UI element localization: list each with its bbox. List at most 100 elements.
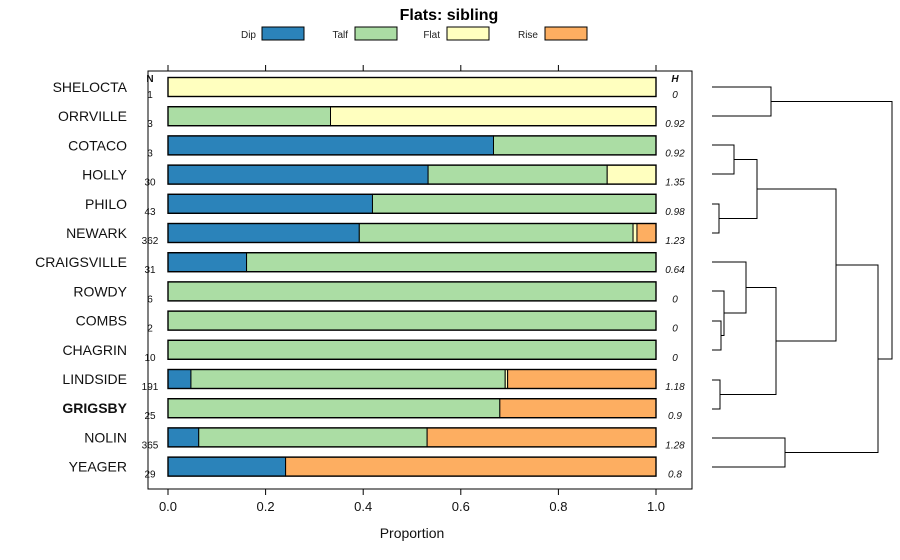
bar-segment-talf bbox=[198, 427, 428, 448]
h-value: 0 bbox=[672, 353, 678, 364]
dendrogram-branch bbox=[712, 320, 722, 351]
bar-segment-dip bbox=[167, 456, 287, 477]
row-label: LINDSIDE bbox=[62, 371, 127, 387]
n-value: 31 bbox=[144, 265, 156, 276]
dendrogram-branch bbox=[712, 290, 725, 336]
dendrogram-branch bbox=[712, 86, 772, 117]
h-value: 0.64 bbox=[665, 265, 685, 276]
n-value: 10 bbox=[144, 353, 156, 364]
legend-swatch-talf bbox=[354, 26, 398, 41]
bar-segment-talf bbox=[246, 252, 657, 273]
bar-segment-talf bbox=[492, 135, 657, 156]
dendrogram-branch bbox=[780, 101, 893, 360]
bar-outline bbox=[167, 193, 657, 215]
bar-outline bbox=[167, 105, 657, 127]
plot-frame bbox=[147, 70, 693, 490]
dendrogram-branch bbox=[712, 144, 735, 175]
x-axis-label: Proportion bbox=[380, 525, 445, 541]
bar-segment-talf bbox=[358, 223, 634, 243]
row-label: NEWARK bbox=[66, 225, 128, 241]
bar-segment-dip bbox=[167, 135, 494, 156]
bar-segment-talf bbox=[427, 164, 608, 185]
bar-segment-flat bbox=[632, 223, 638, 243]
dendrogram-branch bbox=[712, 261, 747, 314]
bar-segment-rise bbox=[499, 398, 657, 419]
legend-swatch-dip bbox=[261, 26, 305, 41]
bar-segment-dip bbox=[167, 193, 373, 214]
chart-title: Flats: sibling bbox=[400, 7, 499, 24]
n-value: 1 bbox=[147, 90, 153, 101]
bar-segment-rise bbox=[426, 427, 657, 448]
row-label: GRIGSBY bbox=[62, 400, 127, 416]
h-value: 0.8 bbox=[668, 470, 682, 481]
h-value: 0 bbox=[672, 294, 678, 305]
bar-segment-talf bbox=[190, 369, 506, 389]
bar-segment-talf bbox=[167, 398, 501, 419]
row-label: COMBS bbox=[76, 313, 127, 329]
bar-segment-talf bbox=[167, 339, 657, 360]
x-tick-label: 0.4 bbox=[354, 499, 372, 514]
bar-segment-talf bbox=[167, 310, 657, 331]
legend-label-rise: Rise bbox=[518, 30, 538, 41]
n-value: 6 bbox=[147, 294, 153, 305]
row-label: HOLLY bbox=[82, 167, 128, 183]
bar-segment-dip bbox=[167, 369, 192, 389]
legend-label-talf: Talf bbox=[332, 30, 348, 41]
bar-segment-flat bbox=[167, 77, 657, 97]
h-value: 1.28 bbox=[665, 440, 685, 451]
bar-segment-rise bbox=[285, 456, 657, 477]
x-tick-label: 0.2 bbox=[257, 499, 275, 514]
bars bbox=[167, 76, 657, 477]
h-value: 0 bbox=[672, 324, 678, 335]
row-label: NOLIN bbox=[84, 429, 127, 445]
x-tick-label: 0.0 bbox=[159, 499, 177, 514]
n-value: 30 bbox=[144, 178, 156, 189]
n-value: 362 bbox=[142, 236, 159, 247]
n-value: 43 bbox=[144, 207, 156, 218]
row-label: YEAGER bbox=[69, 459, 127, 475]
row-label: PHILO bbox=[85, 196, 127, 212]
bar-segment-rise bbox=[636, 223, 657, 243]
dendrogram-branch bbox=[785, 264, 879, 453]
row-label: COTACO bbox=[68, 137, 127, 153]
bar-outline bbox=[167, 398, 657, 419]
n-value: 3 bbox=[147, 119, 153, 130]
row-label: CHAGRIN bbox=[62, 342, 127, 358]
bar-outline bbox=[167, 135, 657, 156]
dendrogram-branch bbox=[720, 287, 777, 395]
legend: Dip Talf Flat Rise bbox=[241, 26, 588, 41]
row-label: ROWDY bbox=[73, 283, 127, 299]
dendrogram-branch bbox=[757, 188, 837, 342]
n-value: 191 bbox=[142, 382, 159, 393]
bar-outline bbox=[167, 310, 657, 331]
row-label: ORRVILLE bbox=[58, 108, 127, 124]
h-value: 0.9 bbox=[668, 411, 682, 422]
bar-outline bbox=[167, 456, 657, 477]
dendrogram-branch bbox=[719, 159, 758, 219]
h-value: 1.18 bbox=[665, 382, 685, 393]
bar-segment-talf bbox=[371, 193, 657, 214]
bar-segment-dip bbox=[167, 164, 429, 185]
h-header: H bbox=[671, 74, 679, 85]
legend-label-flat: Flat bbox=[423, 30, 440, 41]
h-value: 1.23 bbox=[665, 236, 685, 247]
bar-segment-dip bbox=[167, 252, 248, 273]
n-value: 2 bbox=[147, 324, 153, 335]
bar-outline bbox=[167, 164, 657, 185]
bar-outline bbox=[167, 251, 657, 273]
bar-outline bbox=[167, 76, 657, 98]
bar-outline bbox=[167, 427, 657, 448]
dendrogram-branch bbox=[712, 203, 720, 234]
bar-outline bbox=[167, 222, 657, 244]
bar-segment-talf bbox=[167, 106, 332, 127]
x-tick-label: 0.6 bbox=[452, 499, 470, 514]
n-value: 29 bbox=[144, 470, 156, 481]
legend-swatch-rise bbox=[544, 26, 588, 41]
row-label: CRAIGSVILLE bbox=[35, 254, 127, 270]
x-axis-ticks: 0.0 0.2 0.4 0.6 0.8 1.0 bbox=[159, 65, 665, 514]
h-value: 1.35 bbox=[665, 178, 685, 189]
legend-label-dip: Dip bbox=[241, 30, 256, 41]
dendrogram-branch bbox=[712, 379, 721, 410]
n-value: 3 bbox=[147, 148, 153, 159]
h-value: 0.92 bbox=[665, 148, 685, 159]
